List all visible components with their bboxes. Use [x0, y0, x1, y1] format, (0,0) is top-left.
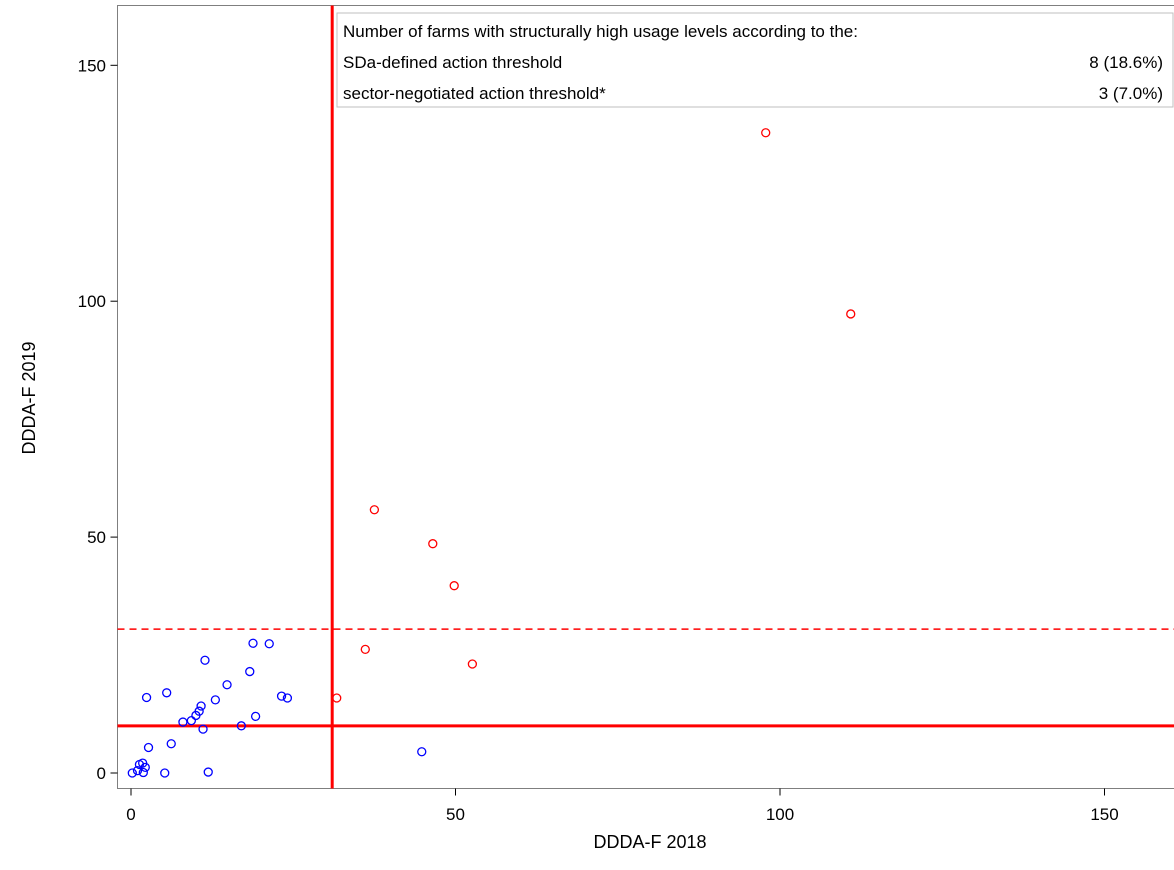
legend-box: Number of farms with structurally high u…: [336, 12, 1174, 108]
data-point-blue: [162, 688, 172, 698]
data-point-red: [369, 505, 380, 515]
data-point-blue: [236, 721, 246, 731]
data-point-blue: [210, 695, 221, 705]
plot-frame: [117, 5, 1174, 789]
data-point-blue: [194, 706, 204, 716]
x-tick-label: 100: [766, 805, 794, 824]
data-point-blue: [200, 655, 210, 665]
data-point-blue: [141, 692, 152, 703]
data-point-blue: [282, 693, 293, 703]
data-point-blue: [203, 767, 213, 777]
data-point-red: [761, 128, 771, 138]
data-point-red: [467, 659, 478, 669]
data-point-blue: [143, 742, 154, 753]
legend-title: Number of farms with structurally high u…: [343, 22, 858, 41]
x-tick-label: 150: [1090, 805, 1118, 824]
data-point-blue: [222, 680, 232, 690]
data-point-red: [360, 644, 370, 655]
threshold-lines: [117, 5, 1174, 789]
legend-row-value-sda: 8 (18.6%): [1089, 53, 1163, 72]
y-tick-label: 150: [78, 56, 106, 75]
data-point-red: [846, 309, 856, 319]
data-point-blue: [264, 639, 274, 649]
data-point-blue: [186, 715, 197, 726]
data-point-blue: [196, 701, 206, 711]
data-point-blue: [417, 747, 427, 757]
data-point-blue: [198, 724, 208, 734]
y-axis-title: DDDA-F 2019: [19, 341, 39, 454]
data-point-blue: [276, 691, 287, 701]
data-point-blue: [250, 711, 261, 722]
x-axis-title: DDDA-F 2018: [593, 832, 706, 852]
y-tick-label: 50: [87, 528, 106, 547]
data-point-blue: [245, 666, 255, 677]
data-point-blue: [166, 739, 176, 749]
legend-row-label-sda: SDa-defined action threshold: [343, 53, 562, 72]
data-point-red: [449, 581, 459, 591]
axis-ticks: 0 50 100 150 0 50 100 150: [78, 56, 1119, 824]
x-tick-label: 50: [446, 805, 465, 824]
data-point-blue: [138, 767, 148, 778]
data-point-blue: [127, 768, 137, 778]
y-tick-label: 100: [78, 292, 106, 311]
legend-background: [336, 12, 1174, 108]
data-points: [127, 128, 856, 778]
data-point-red: [332, 693, 342, 703]
data-point-blue: [248, 638, 258, 648]
legend-row-label-sector: sector-negotiated action threshold*: [343, 84, 606, 103]
data-point-blue: [160, 768, 170, 778]
y-tick-label: 0: [97, 764, 106, 783]
data-point-blue: [178, 717, 188, 727]
data-point-red: [428, 539, 438, 549]
x-tick-label: 0: [126, 805, 135, 824]
data-point-blue: [140, 762, 150, 772]
data-point-blue: [132, 765, 143, 776]
legend-row-value-sector: 3 (7.0%): [1099, 84, 1163, 103]
